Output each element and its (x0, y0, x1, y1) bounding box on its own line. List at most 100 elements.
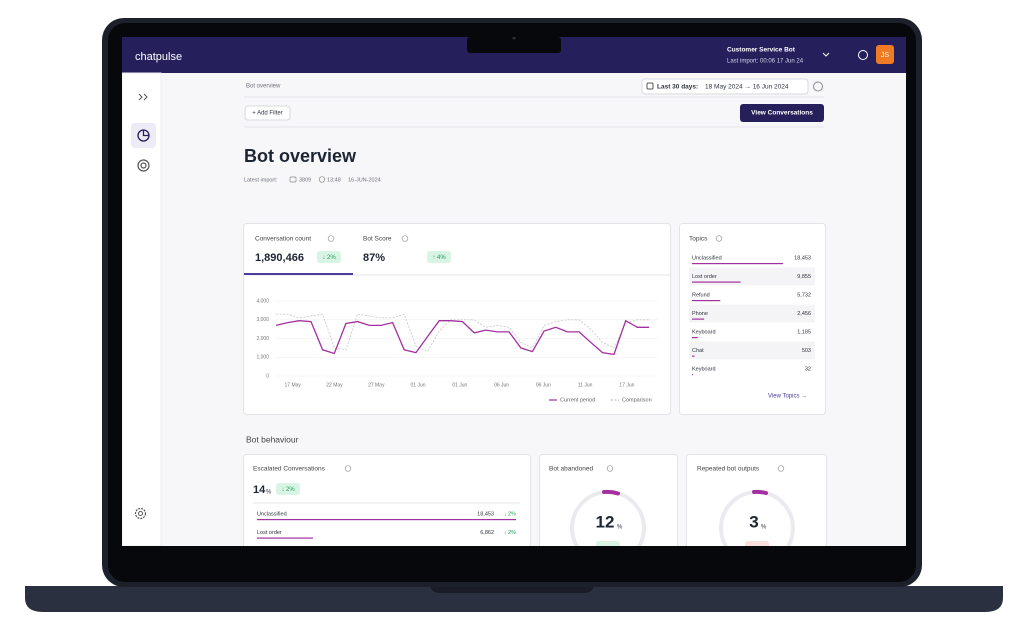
target-icon-inner (140, 162, 147, 169)
topic-label[interactable]: Refund (692, 292, 710, 298)
info-icon (777, 465, 785, 472)
topic-count: 1,185 (797, 329, 811, 335)
topic-label[interactable]: Phone (692, 311, 708, 317)
series-line (276, 313, 649, 353)
laptop-notch (430, 586, 594, 593)
x-tick-label: 06 Jun (494, 382, 509, 388)
escalated-unit: % (266, 490, 272, 496)
sidebar (122, 72, 162, 546)
chart-card (243, 223, 671, 415)
chevron[interactable] (822, 52, 830, 57)
card-title: Bot abandoned (549, 466, 593, 473)
legend-label: Comparison (622, 397, 652, 403)
row-value: 18,453 (477, 511, 494, 517)
import-date: 16-JUN-2024 (348, 177, 381, 183)
chat-icon (289, 176, 297, 183)
expand-icon[interactable] (138, 93, 148, 101)
page-title: Bot overview (244, 146, 357, 166)
view-conversations-button[interactable] (740, 104, 824, 122)
repeated-unit: % (761, 525, 767, 531)
topics-list: Unclassified 18,453 Lost order 9,855 Refund 5… (689, 255, 815, 376)
help-icon[interactable] (858, 50, 868, 60)
settings-icon[interactable] (134, 507, 147, 520)
row-bg (689, 341, 815, 360)
topic-bar (692, 318, 705, 320)
x-tick-label: 06 Jun (536, 382, 551, 388)
y-tick-label: 3,000 (256, 317, 269, 323)
calendar-icon (646, 82, 654, 90)
topic-bar (692, 300, 721, 302)
x-tick-label: 11 Jun (578, 382, 593, 388)
escalated-value: 14 (253, 484, 266, 496)
info-icon (344, 465, 352, 472)
y-tick-label: 4,000 (256, 298, 269, 304)
laptop-base (25, 586, 1003, 612)
add-filter-label: + Add Filter (252, 111, 283, 117)
kpi-value: 1,890,466 (255, 252, 304, 264)
change-badge (596, 541, 620, 546)
info-icon[interactable] (813, 81, 823, 92)
overview-icon-slice (142, 130, 149, 137)
date-range: 18 May 2024 → 16 Jun 2024 (705, 84, 789, 91)
repeated-value: 3 (749, 512, 758, 531)
topic-label[interactable]: Lost order (692, 274, 717, 280)
topic-label[interactable]: Chat (692, 348, 704, 354)
last-import: Last import: 00:06 17 Jun 24 (727, 59, 804, 65)
x-tick-label: 17 Jun (619, 382, 634, 388)
kpi-value: 87% (363, 252, 385, 264)
topic-count: 32 (805, 366, 811, 372)
change-badge (317, 251, 341, 263)
logo: chatpulse (135, 51, 182, 63)
info-icon (327, 235, 335, 242)
topic-count: 503 (802, 348, 811, 354)
topic-count: 2,456 (797, 311, 811, 317)
kpi-label[interactable]: Bot Score (363, 236, 392, 243)
change-badge (276, 483, 300, 495)
import-time: 13:48 (327, 177, 341, 183)
x-tick-label: 27 May (368, 382, 385, 388)
escalated-card (243, 454, 531, 546)
avatar[interactable] (876, 45, 894, 64)
card-title: Repeated bot outputs (697, 466, 760, 473)
topic-bar (692, 263, 783, 265)
clock-icon (318, 176, 326, 183)
kpi-label[interactable]: Conversation count (255, 236, 311, 243)
date-picker[interactable] (641, 78, 809, 95)
topic-label[interactable]: Unclassified (692, 255, 722, 261)
camera (512, 37, 516, 40)
topics-title: Topics (689, 236, 708, 243)
info-icon (606, 465, 614, 472)
topic-label[interactable]: Keyboard (692, 329, 716, 335)
row-bar (257, 519, 516, 521)
date-label: Last 30 days: (657, 84, 698, 91)
y-tick-label: 2,000 (256, 336, 269, 342)
x-tick-label: 17 May (285, 382, 302, 388)
row-label[interactable]: Unclassified (257, 511, 287, 517)
row-change: ↓ 2% (504, 530, 516, 536)
active-tab-underline (244, 273, 353, 275)
y-tick-label: 1,000 (256, 355, 269, 361)
view-conversations-label: View Conversations (751, 110, 813, 117)
card-title: Escalated Conversations (253, 466, 326, 473)
change-badge (427, 251, 451, 263)
screen: chatpulse Customer Service Bot Last impo… (122, 37, 906, 546)
topic-label[interactable]: Keyboard (692, 366, 716, 372)
breadcrumb[interactable]: Bot overview (246, 84, 281, 90)
info-icon (715, 235, 723, 242)
x-tick-label: 22 May (326, 382, 343, 388)
row-label[interactable]: Lost order (257, 530, 282, 536)
view-topics-link[interactable]: View Topics → (768, 394, 807, 400)
add-filter-button[interactable] (244, 105, 291, 121)
change-badge (745, 541, 769, 546)
row-bg (689, 304, 815, 323)
x-tick-label: 01 Jun (452, 382, 467, 388)
info-icon (401, 235, 409, 242)
topic-count: 5,732 (797, 292, 811, 298)
x-tick-label: 01 Jun (411, 382, 426, 388)
ring-arc (602, 489, 620, 496)
target-icon[interactable] (137, 159, 150, 172)
topic-bar (692, 355, 695, 357)
bot-name[interactable]: Customer Service Bot (727, 47, 796, 54)
kpi-change: ↑ 4% (432, 255, 446, 261)
